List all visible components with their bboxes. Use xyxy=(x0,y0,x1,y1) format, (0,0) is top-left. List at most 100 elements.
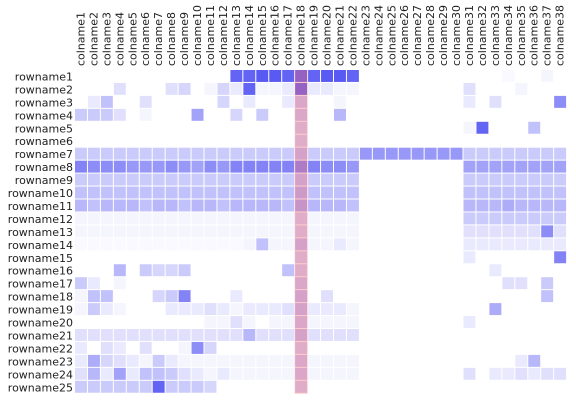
heatmap-cell xyxy=(217,380,230,393)
heatmap-cell xyxy=(191,367,204,380)
heatmap-cell xyxy=(295,316,308,328)
heatmap-cell xyxy=(463,367,476,380)
heatmap-cell xyxy=(398,212,411,225)
heatmap-cell xyxy=(230,225,243,238)
heatmap-cell xyxy=(346,290,359,303)
heatmap-cell xyxy=(113,108,126,121)
heatmap-cell xyxy=(489,82,502,95)
heatmap-cell xyxy=(295,329,308,341)
heatmap-cell xyxy=(437,212,450,225)
heatmap-cell xyxy=(334,225,346,238)
heatmap-cell xyxy=(308,173,321,186)
heatmap-cell xyxy=(282,173,295,186)
heatmap-cell xyxy=(217,264,230,277)
heatmap-cell xyxy=(515,70,528,82)
row-labels: rowname1rowname2rowname3rowname4rowname5… xyxy=(8,70,73,394)
row-label: rowname14 xyxy=(8,239,73,252)
heatmap-cell xyxy=(554,290,567,303)
heatmap-cell xyxy=(75,277,87,290)
heatmap-cell xyxy=(126,316,139,328)
heatmap-cell xyxy=(100,121,113,134)
heatmap-cell xyxy=(113,329,126,341)
heatmap-cell xyxy=(191,264,204,277)
column-label: colname22 xyxy=(346,5,359,66)
heatmap-cell xyxy=(230,251,243,264)
heatmap-cell xyxy=(334,70,346,82)
heatmap-cell xyxy=(178,290,191,303)
heatmap-cell xyxy=(217,186,230,199)
heatmap-cell xyxy=(178,341,191,354)
heatmap-cell xyxy=(450,160,463,173)
row-label: rowname23 xyxy=(8,355,73,368)
heatmap-cell xyxy=(346,316,359,328)
heatmap-cell xyxy=(178,134,191,147)
heatmap-cell xyxy=(269,121,282,134)
column-label: colname14 xyxy=(243,5,256,66)
heatmap-cell xyxy=(282,380,295,393)
heatmap-cells xyxy=(75,70,567,393)
heatmap-cell xyxy=(191,121,204,134)
heatmap-cell xyxy=(113,70,126,82)
heatmap-cell xyxy=(541,329,554,341)
heatmap-cell xyxy=(398,316,411,328)
heatmap-cell xyxy=(243,173,256,186)
heatmap-cell xyxy=(489,380,502,393)
heatmap-cell xyxy=(437,367,450,380)
heatmap-cell xyxy=(372,121,385,134)
heatmap-cell xyxy=(437,134,450,147)
column-label: colname21 xyxy=(333,5,346,66)
heatmap-cell xyxy=(100,367,113,380)
heatmap-cell xyxy=(165,95,178,108)
heatmap-cell xyxy=(178,186,191,199)
heatmap-cell xyxy=(334,173,346,186)
heatmap-cell xyxy=(385,277,398,290)
row-label: rowname15 xyxy=(8,252,73,265)
heatmap-cell xyxy=(463,160,476,173)
heatmap-cell xyxy=(502,160,515,173)
heatmap-cell xyxy=(321,329,333,341)
heatmap-cell xyxy=(489,329,502,341)
heatmap-cell xyxy=(139,277,152,290)
heatmap-cell xyxy=(126,341,139,354)
heatmap-cell xyxy=(359,367,372,380)
heatmap-cell xyxy=(308,316,321,328)
heatmap-cell xyxy=(243,70,256,82)
heatmap-cell xyxy=(126,367,139,380)
heatmap-cell xyxy=(502,121,515,134)
heatmap-cell xyxy=(191,199,204,212)
heatmap-cell xyxy=(75,95,87,108)
heatmap-cell xyxy=(321,316,333,328)
heatmap-cell xyxy=(489,95,502,108)
heatmap-cell xyxy=(411,121,424,134)
heatmap-cell xyxy=(450,134,463,147)
heatmap-cell xyxy=(282,225,295,238)
heatmap-cell xyxy=(359,225,372,238)
heatmap-cell xyxy=(152,316,165,328)
heatmap-cell xyxy=(554,354,567,367)
heatmap-cell xyxy=(308,82,321,95)
heatmap-cell xyxy=(295,238,308,251)
heatmap-cell xyxy=(437,354,450,367)
column-labels: colname1 colname2 colname3 colname4 colname5… xyxy=(74,5,566,66)
heatmap-cell xyxy=(113,95,126,108)
heatmap-cell xyxy=(463,173,476,186)
heatmap-cell xyxy=(230,186,243,199)
heatmap-cell xyxy=(178,238,191,251)
heatmap-cell xyxy=(424,160,437,173)
heatmap-cell xyxy=(463,238,476,251)
heatmap-cell xyxy=(178,173,191,186)
heatmap-cell xyxy=(75,329,87,341)
heatmap-cell xyxy=(528,354,541,367)
heatmap-cell xyxy=(411,147,424,160)
row-label: rowname24 xyxy=(8,368,73,381)
heatmap-cell xyxy=(204,367,217,380)
heatmap-cell xyxy=(463,82,476,95)
heatmap-cell xyxy=(152,82,165,95)
heatmap-cell xyxy=(87,121,100,134)
heatmap-cell xyxy=(437,70,450,82)
heatmap-cell xyxy=(256,251,269,264)
heatmap-cell xyxy=(256,212,269,225)
heatmap-cell xyxy=(450,186,463,199)
heatmap-cell xyxy=(191,186,204,199)
heatmap-cell xyxy=(256,380,269,393)
